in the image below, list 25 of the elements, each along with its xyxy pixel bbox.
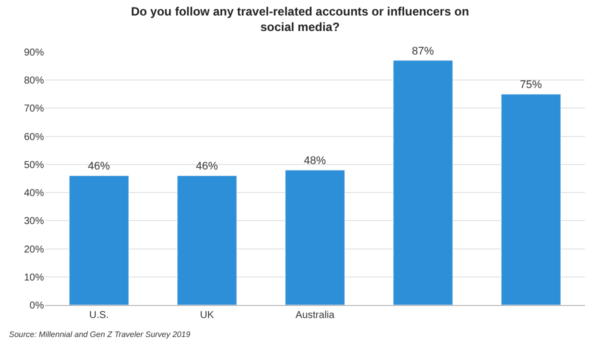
bar [177, 175, 237, 305]
y-tick-label: 30% [24, 216, 44, 228]
data-label: 48% [304, 155, 326, 168]
source-note: Source: Millennial and Gen Z Traveler Survey 2019 [9, 330, 191, 339]
y-tick-label: 20% [24, 244, 44, 256]
data-label: 46% [88, 160, 110, 173]
y-tick-label: 40% [24, 188, 44, 200]
data-label: 87% [412, 45, 434, 58]
y-tick-label: 90% [24, 48, 44, 58]
y-tick-label: 10% [24, 272, 44, 284]
bar [501, 94, 561, 305]
x-tick-label: U.S. [89, 310, 109, 321]
x-tick-label: UK [200, 310, 214, 321]
y-tick-label: 50% [24, 160, 44, 171]
y-tick-label: 70% [24, 104, 44, 115]
bar [285, 170, 345, 305]
bar [69, 175, 129, 305]
y-tick-label: 80% [24, 76, 44, 87]
data-label: 46% [196, 160, 218, 173]
data-label: 75% [520, 79, 542, 92]
chart-title: Do you follow any travel-related accounts or influencers on social media? [130, 4, 470, 34]
y-tick-label: 60% [24, 132, 44, 143]
y-tick-label: 0% [30, 300, 44, 312]
x-tick-label: Australia [296, 310, 335, 321]
bar [393, 60, 453, 305]
